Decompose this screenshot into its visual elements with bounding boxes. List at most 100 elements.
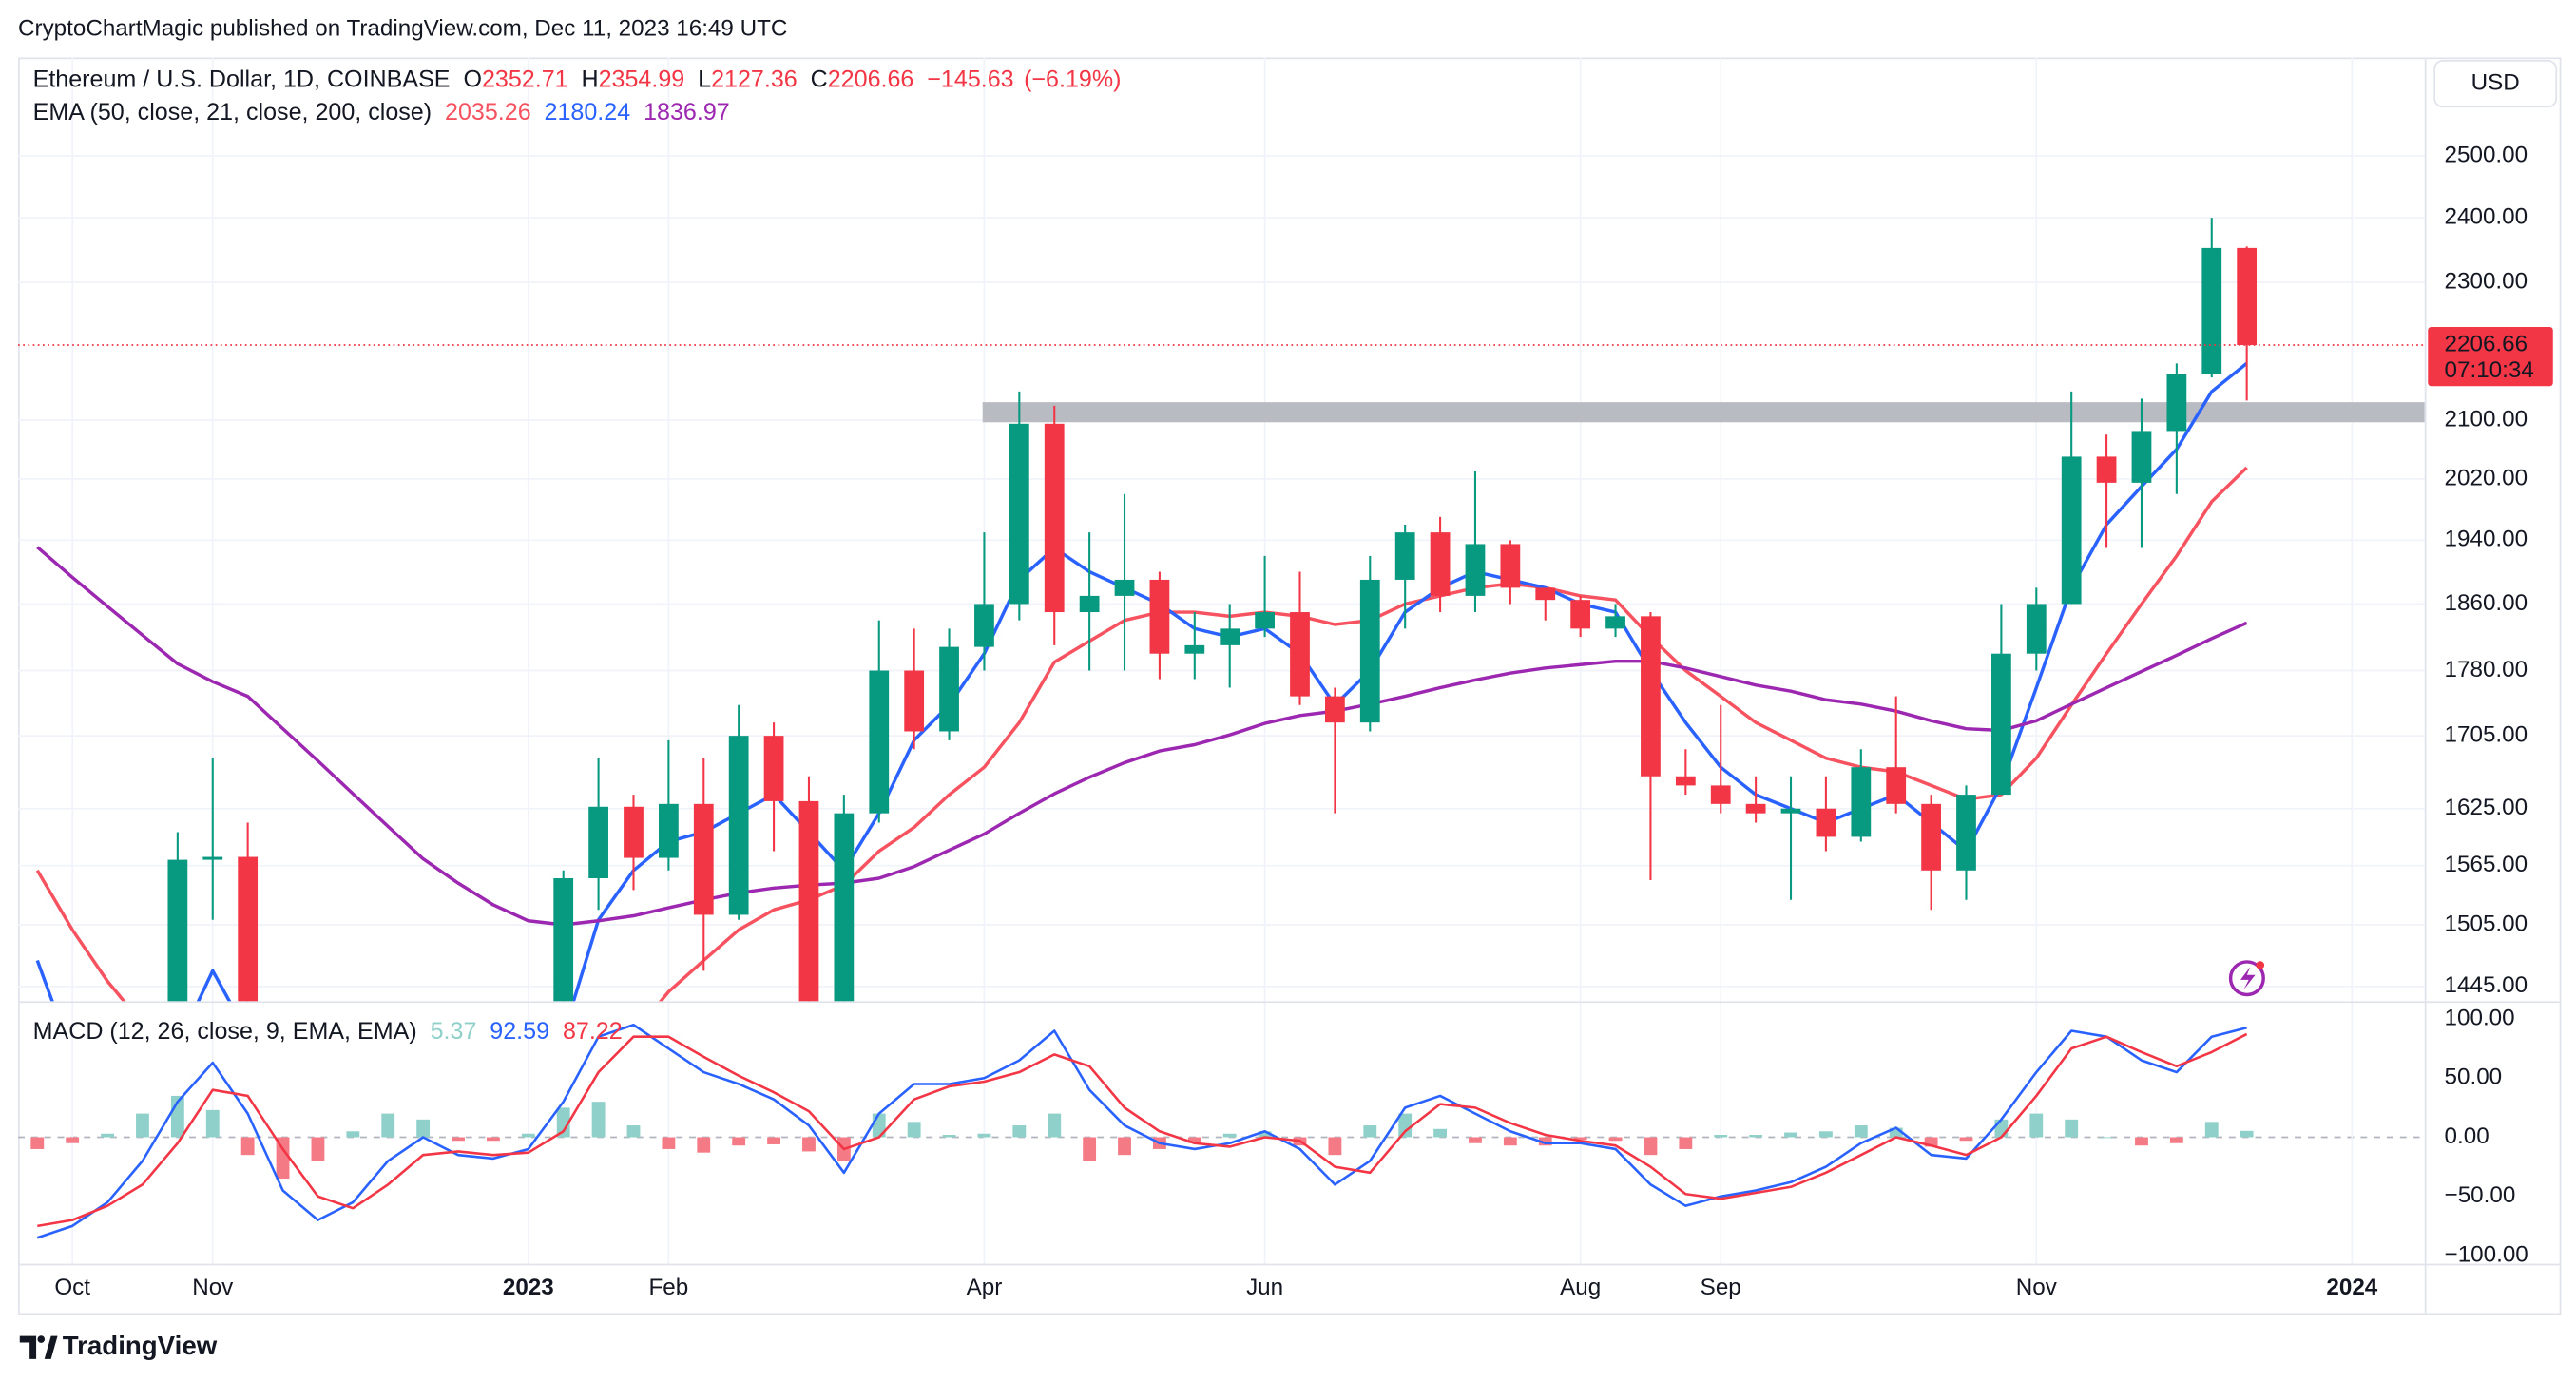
candle-body [1851, 767, 1872, 837]
candle-body [974, 604, 994, 647]
y-tick-label: −100.00 [2445, 1241, 2528, 1267]
candle-body [1780, 808, 1801, 814]
ohlc-prefix: O [463, 66, 482, 92]
candle-body [2166, 374, 2187, 432]
y-tick-label: 1860.00 [2445, 590, 2528, 616]
candle-body [1430, 532, 1451, 596]
candle-body [1079, 595, 1100, 613]
logo-mark [37, 1335, 46, 1343]
histogram-bar [1959, 1137, 1973, 1142]
candle-body [1641, 616, 1661, 777]
alert-dot [2256, 961, 2265, 969]
y-tick-label: 1940.00 [2445, 527, 2528, 552]
candle-body [588, 806, 608, 878]
currency-button[interactable] [2433, 60, 2558, 108]
histogram-bar [2065, 1119, 2079, 1138]
brand-logo [19, 1335, 58, 1359]
histogram-bar [1503, 1137, 1517, 1146]
candle-body [238, 856, 259, 1002]
candle-body [1816, 808, 1836, 837]
histogram-bar [1644, 1137, 1658, 1156]
candle-body [167, 859, 188, 1002]
alert-icon-bolt [2240, 967, 2256, 990]
y-tick-label: 0.00 [2445, 1123, 2489, 1149]
symbol-title: Ethereum / U.S. Dollar, 1D, COINBASE [33, 66, 451, 92]
candle-body [834, 813, 855, 1002]
axes: 2500.00 2400.00 2300.00 2100.00 2020.00 1940.… [54, 143, 2553, 1300]
histogram-bar [697, 1137, 711, 1153]
ohlc-prefix: H [581, 66, 598, 92]
histogram-bar [1469, 1137, 1482, 1143]
ema-title: EMA (50, close, 21, close, 200, close) [33, 99, 432, 125]
candle-body [2131, 431, 2152, 483]
histogram-bar [732, 1137, 746, 1146]
candle-body [624, 806, 644, 858]
y-tick-label: 1505.00 [2445, 911, 2528, 936]
candle-body [202, 856, 223, 860]
symbol-legend: Ethereum / U.S. Dollar, 1D, COINBASE O 23… [33, 66, 1122, 92]
currency-label: USD [2471, 69, 2520, 95]
low-value: 2127.36 [711, 66, 798, 92]
macd-signal-value: 87.22 [563, 1018, 623, 1045]
histogram-bar [1784, 1132, 1797, 1138]
candle-body [1325, 696, 1345, 723]
candle-body [763, 736, 784, 801]
candle-body [1220, 628, 1240, 645]
x-tick-label: Aug [1560, 1275, 1601, 1300]
last-price-label: 2206.66 [2445, 331, 2528, 356]
candle-body [1956, 795, 1976, 871]
histogram-bar [1222, 1133, 1237, 1138]
candle-body [2026, 604, 2047, 654]
y-tick-label: 2020.00 [2445, 465, 2528, 490]
candle-body [1255, 612, 1275, 629]
histogram-bar [1363, 1125, 1377, 1138]
candle-body [1359, 579, 1380, 723]
histogram-bar [1749, 1135, 1763, 1138]
histogram-bar [1818, 1131, 1833, 1138]
histogram-bar [1994, 1119, 2009, 1138]
y-tick-label: 50.00 [2445, 1065, 2503, 1090]
indicator-line [35, 361, 2248, 1002]
x-tick-label: Feb [649, 1275, 689, 1300]
candle-body [553, 877, 574, 1002]
histogram-bar [1083, 1137, 1097, 1161]
histogram-bar [1924, 1137, 1938, 1147]
candle-body [939, 646, 959, 732]
high-value: 2354.99 [599, 66, 685, 92]
histogram-bar [416, 1119, 431, 1138]
histogram-bar [1608, 1137, 1623, 1142]
candle-body [693, 803, 714, 915]
ema-value: 2180.24 [545, 99, 631, 125]
indicator-line [36, 546, 2248, 927]
histogram-bar [346, 1131, 360, 1138]
candle-body [2096, 456, 2117, 483]
histogram-bar [2100, 1137, 2113, 1139]
candle-body [1114, 579, 1135, 596]
x-tick-label: Sep [1701, 1275, 1741, 1300]
y-tick-label: −50.00 [2445, 1182, 2516, 1208]
y-tick-label: 1565.00 [2445, 852, 2528, 877]
histogram-bar [1398, 1113, 1413, 1138]
candle-body [1465, 544, 1486, 596]
y-tick-label: 2500.00 [2445, 143, 2528, 168]
logo-mark [44, 1335, 58, 1359]
candle-body [1991, 653, 2011, 796]
histogram-bar [240, 1137, 255, 1156]
ema-value: 1836.97 [644, 99, 730, 125]
histogram-bar [1328, 1137, 1342, 1156]
histogram-bar [1187, 1137, 1201, 1143]
candle-body [659, 803, 679, 858]
alert-icon[interactable] [2228, 960, 2265, 997]
candle-body [2061, 456, 2082, 605]
ohlc-prefix: L [698, 66, 711, 92]
price-pane [18, 218, 2425, 1002]
histogram-bar [381, 1113, 395, 1138]
histogram-bar [626, 1125, 641, 1138]
candle-body [1500, 544, 1521, 588]
brand-name: TradingView [63, 1331, 218, 1360]
candle-body [1886, 767, 1907, 804]
histogram-bar [662, 1137, 676, 1149]
